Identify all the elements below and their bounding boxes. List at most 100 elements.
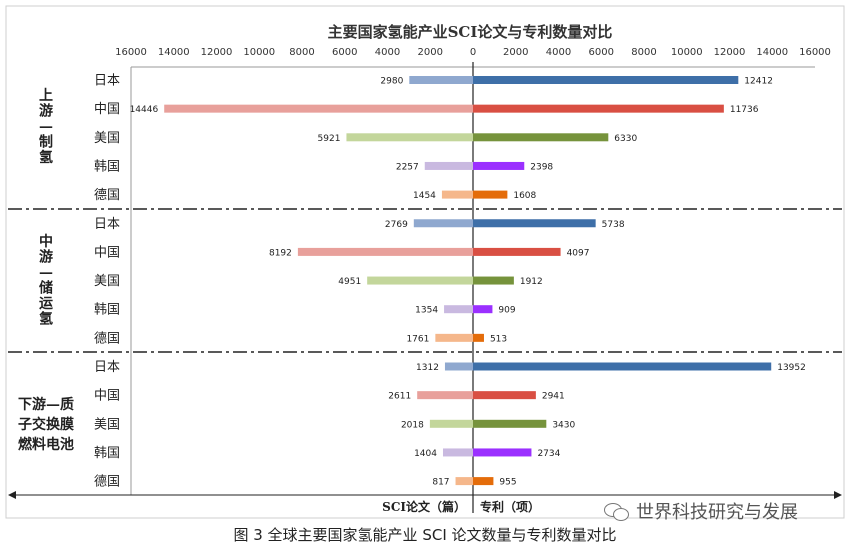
x-tick-label: 8000 [631, 47, 656, 58]
patent-value-label: 909 [498, 306, 515, 316]
country-label: 日本 [94, 74, 120, 89]
watermark-text: 世界科技研究与发展 [636, 502, 798, 523]
sci-value-label: 8192 [269, 248, 292, 258]
sci-value-label: 2018 [401, 420, 424, 430]
country-label: 中国 [94, 245, 120, 260]
sci-bar [417, 391, 473, 400]
sci-bar [441, 190, 473, 199]
country-label: 中国 [94, 389, 120, 404]
group-label-upstream: 上 [39, 88, 53, 104]
hydrogen-comparison-chart: 主要国家氢能产业SCI论文与专利数量对比 16000 14000 12000 1000… [5, 5, 845, 519]
patent-bar [473, 104, 724, 113]
country-label: 韩国 [94, 446, 120, 461]
right-arrow-head [834, 491, 842, 499]
patent-value-label: 513 [490, 334, 507, 344]
group-label-midstream: 中 [39, 233, 53, 250]
patent-value-label: 2398 [530, 162, 553, 172]
sci-bar [444, 305, 473, 314]
patent-value-label: 12412 [744, 77, 773, 87]
sci-value-label: 1761 [406, 334, 429, 344]
x-tick-label: 12000 [201, 47, 233, 58]
country-label: 德国 [94, 188, 120, 203]
x-tick-label: 10000 [243, 47, 275, 58]
sci-value-label: 1404 [414, 449, 437, 459]
group-label-upstream: 制 [39, 134, 53, 151]
country-label: 德国 [94, 331, 120, 346]
sci-bar [409, 76, 473, 84]
patent-value-label: 13952 [777, 363, 806, 373]
country-label: 韩国 [94, 303, 120, 318]
group-label-midstream: 储 [38, 280, 53, 297]
x-tick-label: 16000 [115, 47, 147, 58]
sci-bar [442, 448, 473, 457]
sci-value-label: 1354 [415, 306, 438, 316]
sci-value-label: 2769 [385, 220, 408, 230]
patent-bar [473, 391, 536, 400]
patent-bar [473, 76, 739, 84]
sci-bar [367, 276, 473, 285]
x-tick-label: 14000 [158, 47, 190, 58]
x-tick-label: 4000 [546, 47, 571, 58]
group-label-downstream: 子交换膜 [18, 416, 74, 433]
group-label-upstream: 游 [39, 103, 53, 120]
x-tick-label: 10000 [671, 47, 703, 58]
patent-bar [473, 161, 525, 170]
sci-value-label: 4951 [338, 277, 361, 287]
x-tick-label: 16000 [799, 47, 831, 58]
patent-bar [473, 190, 508, 199]
bottom-axis: SCI论文（篇） 专利（项） [382, 499, 540, 514]
group-label-midstream: 运 [39, 296, 53, 312]
patent-bar [473, 448, 532, 457]
group-label-midstream: 游 [39, 249, 53, 266]
x-tick-label: 4000 [375, 47, 400, 58]
country-label: 德国 [94, 475, 120, 490]
wechat-icon [604, 501, 630, 521]
sci-value-label: 2257 [396, 162, 419, 172]
group-label-upstream: — [39, 119, 53, 135]
x-tick-label: 12000 [714, 47, 746, 58]
group-label-downstream: 燃料电池 [18, 436, 74, 453]
patent-value-label: 3430 [552, 420, 575, 430]
sci-value-label: 817 [432, 478, 449, 488]
left-arrow-head [8, 491, 16, 499]
sci-value-label: 1454 [413, 191, 436, 201]
sci-bar [435, 333, 473, 342]
patent-bar [473, 333, 484, 342]
patent-axis-label: 专利（项） [480, 499, 540, 514]
x-tick-label: 8000 [289, 47, 314, 58]
sci-value-label: 5921 [318, 134, 341, 144]
country-label: 韩国 [94, 159, 120, 174]
x-tick-label: 2000 [503, 47, 528, 58]
patent-value-label: 5738 [602, 220, 625, 230]
chart-border [5, 5, 845, 519]
country-label: 日本 [94, 360, 120, 375]
patent-value-label: 1608 [513, 191, 536, 201]
x-axis-ticks: 16000 14000 12000 10000 8000 6000 4000 2000 0 200… [115, 47, 831, 58]
sci-bar [164, 104, 474, 113]
patent-bar [473, 305, 493, 314]
country-label: 中国 [94, 102, 120, 117]
patent-value-label: 2941 [542, 392, 565, 402]
patent-bar [473, 276, 514, 285]
sci-value-label: 2611 [388, 392, 411, 402]
patent-bar [473, 133, 609, 142]
country-label: 美国 [94, 274, 120, 289]
patent-value-label: 1912 [520, 277, 543, 287]
patent-bar [473, 419, 547, 428]
sci-value-label: 1312 [416, 363, 439, 373]
sci-bar [444, 362, 473, 371]
patent-value-label: 2734 [537, 449, 560, 459]
sci-value-label: 2980 [380, 77, 403, 87]
patent-value-label: 955 [499, 478, 516, 488]
x-tick-label: 14000 [756, 47, 788, 58]
country-label: 美国 [94, 131, 120, 146]
sci-axis-label: SCI论文（篇） [382, 499, 466, 514]
patent-value-label: 11736 [730, 105, 759, 115]
group-label-midstream: — [39, 265, 53, 281]
x-tick-label: 2000 [418, 47, 443, 58]
country-label: 美国 [94, 417, 120, 432]
patent-value-label: 4097 [567, 248, 590, 258]
sci-bar [413, 219, 473, 228]
chart-title: 主要国家氢能产业SCI论文与专利数量对比 [328, 23, 613, 41]
sci-bar [346, 133, 473, 142]
